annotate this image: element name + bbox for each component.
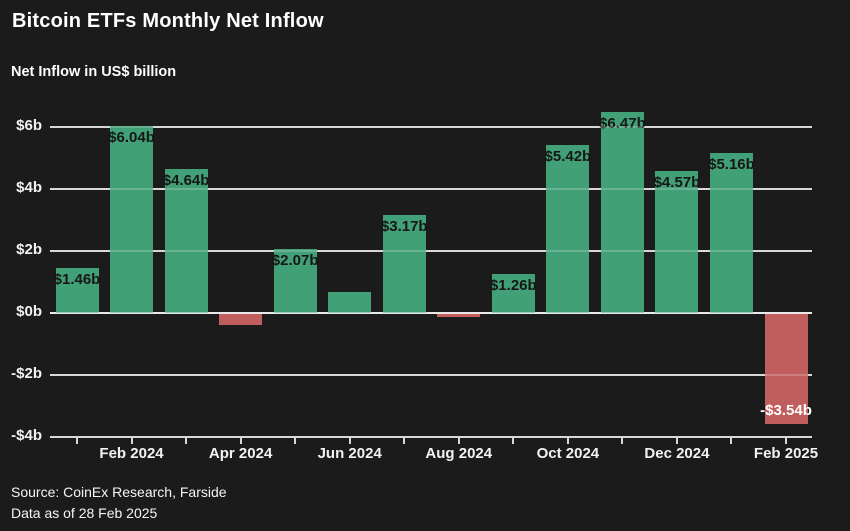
bar-value-label: $3.17b: [380, 217, 428, 235]
x-axis-tick: [621, 438, 624, 444]
x-axis-tick: [294, 438, 297, 444]
gridline: [50, 188, 812, 190]
gridline-overlay: [50, 374, 812, 376]
bar-dec-2024: [655, 171, 699, 313]
x-axis-tick: [185, 438, 188, 444]
source-note: Source: CoinEx Research, Farside: [11, 484, 227, 500]
chart-footer: Source: CoinEx Research, Farside Data as…: [11, 482, 227, 524]
chart-title: Bitcoin ETFs Monthly Net Inflow: [12, 10, 324, 32]
bar-feb-2024: [110, 125, 154, 313]
x-axis-tick: [457, 438, 460, 444]
y-axis-label: $0b: [16, 303, 42, 320]
x-axis-tick: [785, 438, 788, 444]
bar-value-label: $6.47b: [599, 115, 646, 133]
y-axis-label: $2b: [16, 241, 42, 258]
bar-value-label: $1.46b: [53, 270, 101, 288]
x-axis-tick: [566, 438, 569, 444]
x-axis-label: Feb 2025: [753, 445, 819, 462]
x-axis-tick: [76, 438, 78, 444]
bar-value-label: $6.04b: [108, 128, 155, 146]
as-of-note: Data as of 28 Feb 2025: [11, 505, 158, 521]
bar-value-label: $5.42b: [544, 147, 592, 165]
y-axis-label: -$4b: [11, 427, 42, 444]
x-axis-label: Oct 2024: [536, 445, 600, 462]
x-axis-tick: [239, 438, 242, 444]
gridline-overlay: [50, 250, 812, 252]
x-axis-label: Jun 2024: [317, 445, 382, 462]
gridline-overlay: [50, 188, 812, 190]
x-axis-tick: [675, 438, 678, 444]
gridline: [50, 312, 812, 314]
bar-value-label: $4.64b: [162, 172, 210, 190]
chart-subtitle: Net Inflow in US$ billion: [11, 64, 177, 80]
bar-sep-2024: [491, 273, 535, 313]
x-axis-tick: [403, 438, 406, 444]
x-axis-tick: [348, 438, 351, 444]
bar-may-2024: [273, 248, 317, 313]
gridline: [50, 126, 812, 128]
bar-value-label: $4.57b: [653, 174, 701, 192]
bar-apr-2024: [219, 314, 263, 325]
gridline: [50, 374, 812, 376]
bar-jan-2025: [709, 153, 753, 313]
gridline-overlay: [50, 312, 812, 314]
gridline-overlay: [50, 126, 812, 128]
bar-feb-2025: [764, 314, 808, 424]
x-axis-tick: [730, 438, 733, 444]
y-axis-label: -$2b: [11, 365, 42, 382]
x-axis-label: Feb 2024: [99, 445, 164, 462]
bar-value-label: $2.07b: [271, 251, 319, 269]
bar-oct-2024: [546, 144, 590, 313]
bar-mar-2024: [164, 169, 208, 313]
y-axis-label: $6b: [16, 117, 42, 134]
x-axis-label: Dec 2024: [644, 445, 710, 462]
x-axis-label: Apr 2024: [208, 445, 273, 462]
gridline: [50, 250, 812, 252]
bar-jan-2024: [55, 267, 99, 313]
bar-value-label: -$3.54b: [760, 401, 812, 419]
x-axis-tick: [130, 438, 133, 444]
bar-aug-2024: [437, 314, 481, 317]
bar-value-label: $5.16b: [708, 156, 755, 174]
bar-value-label: $1.26b: [489, 276, 537, 294]
y-axis-label: $4b: [16, 179, 42, 196]
x-axis-tick: [512, 438, 515, 444]
bar-nov-2024: [600, 112, 644, 313]
bar-jul-2024: [382, 214, 426, 313]
x-axis-label: Aug 2024: [425, 445, 493, 462]
gridline: [50, 436, 812, 438]
bar-jun-2024: [328, 292, 372, 313]
